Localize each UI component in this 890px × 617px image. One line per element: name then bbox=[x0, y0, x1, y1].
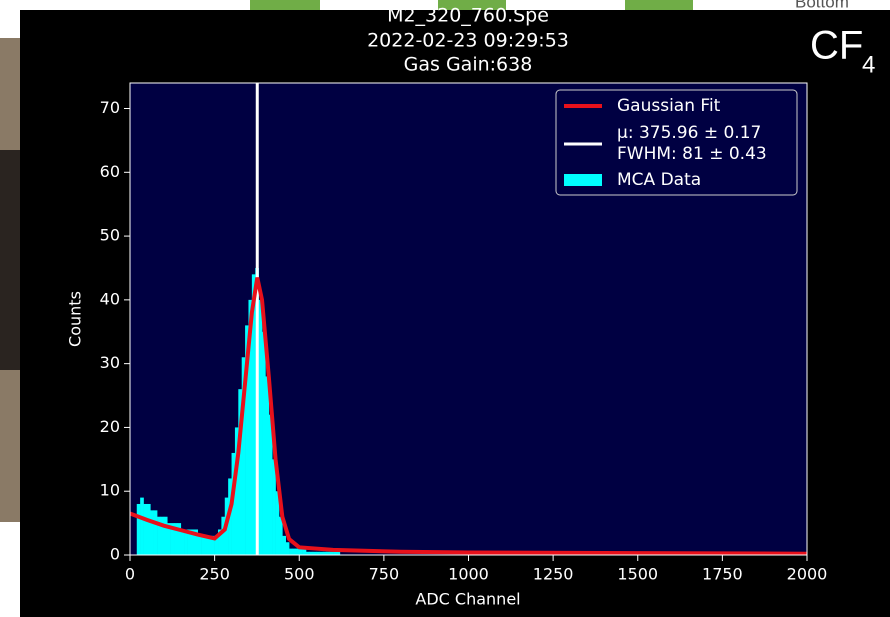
bar bbox=[146, 503, 151, 555]
bar bbox=[204, 535, 209, 555]
bar bbox=[285, 542, 290, 555]
bar bbox=[143, 503, 148, 555]
bar bbox=[329, 551, 334, 555]
y-tick-label: 0 bbox=[110, 545, 120, 564]
bar bbox=[302, 548, 307, 555]
bar bbox=[201, 535, 205, 555]
x-tick-label: 750 bbox=[369, 565, 400, 584]
bar bbox=[275, 491, 280, 555]
chart-title: 2022-02-23 09:29:53 bbox=[367, 30, 569, 52]
bar bbox=[211, 535, 215, 555]
bar bbox=[309, 551, 314, 555]
bar bbox=[322, 551, 327, 555]
bar bbox=[299, 548, 303, 555]
x-tick-label: 500 bbox=[284, 565, 315, 584]
bar bbox=[221, 516, 226, 555]
slide-text: Bottom bbox=[795, 0, 849, 11]
bar bbox=[153, 510, 158, 555]
annotation: CF bbox=[810, 24, 863, 68]
x-tick-label: 2000 bbox=[787, 565, 828, 584]
bar bbox=[245, 325, 249, 555]
legend-label: MCA Data bbox=[617, 170, 701, 190]
bar bbox=[177, 523, 182, 555]
bar bbox=[282, 535, 287, 555]
bar bbox=[197, 535, 202, 555]
y-tick-label: 30 bbox=[100, 353, 120, 372]
bar bbox=[265, 376, 270, 555]
green-box bbox=[250, 0, 320, 12]
bar bbox=[157, 516, 161, 555]
y-tick-label: 40 bbox=[100, 289, 120, 308]
y-tick-label: 20 bbox=[100, 417, 120, 436]
bar bbox=[218, 529, 222, 555]
bar bbox=[316, 551, 320, 555]
x-tick-label: 250 bbox=[199, 565, 230, 584]
bar bbox=[289, 548, 293, 555]
bar bbox=[150, 510, 154, 555]
bar bbox=[278, 516, 283, 555]
green-box bbox=[438, 0, 506, 12]
bar bbox=[292, 548, 297, 555]
bar bbox=[207, 535, 212, 555]
bar bbox=[319, 551, 324, 555]
legend-label: FWHM: 81 ± 0.43 bbox=[617, 144, 767, 164]
green-box bbox=[625, 0, 693, 12]
x-tick-label: 1000 bbox=[448, 565, 489, 584]
bar bbox=[241, 357, 246, 555]
bar bbox=[238, 389, 243, 555]
bar bbox=[184, 529, 188, 555]
legend-label: μ: 375.96 ± 0.17 bbox=[617, 123, 761, 143]
bar bbox=[214, 535, 219, 555]
photo-shadow bbox=[0, 150, 22, 370]
bar bbox=[163, 516, 168, 555]
legend-label: Gaussian Fit bbox=[617, 96, 721, 116]
legend-box bbox=[555, 89, 798, 196]
bar bbox=[180, 529, 185, 555]
bar bbox=[251, 274, 256, 555]
bar bbox=[194, 529, 198, 555]
bar bbox=[170, 523, 175, 555]
bar bbox=[272, 459, 276, 555]
bar bbox=[167, 523, 171, 555]
bar bbox=[187, 529, 192, 555]
x-axis-label: ADC Channel bbox=[415, 590, 520, 609]
bar bbox=[306, 551, 310, 555]
legend-swatch bbox=[564, 174, 602, 186]
bar bbox=[326, 551, 331, 555]
bar bbox=[234, 427, 239, 555]
y-tick-label: 50 bbox=[100, 226, 120, 245]
x-tick-label: 1500 bbox=[617, 565, 658, 584]
annotation-subscript: 4 bbox=[862, 51, 875, 78]
y-tick-label: 60 bbox=[100, 162, 120, 181]
plot: 0 250 500 750 1000 1250 1500 1750 2000 0 10 20 30 40 5… bbox=[100, 82, 828, 584]
bar bbox=[336, 551, 341, 555]
bar bbox=[140, 497, 144, 555]
y-axis-label: Counts bbox=[66, 291, 85, 347]
chart-title: M2_320_760.Spe bbox=[387, 5, 549, 27]
bar bbox=[268, 414, 273, 555]
chart-title: Gas Gain:638 bbox=[404, 54, 533, 76]
x-tick-label: 1250 bbox=[533, 565, 574, 584]
fit-line bbox=[130, 277, 807, 555]
x-tick-label: 0 bbox=[125, 565, 135, 584]
bar bbox=[190, 529, 195, 555]
y-tick-label: 70 bbox=[100, 98, 120, 117]
bar bbox=[312, 551, 317, 555]
bar bbox=[333, 551, 337, 555]
bar bbox=[174, 523, 178, 555]
bar bbox=[160, 516, 165, 555]
bar bbox=[262, 331, 266, 555]
bar bbox=[295, 548, 300, 555]
bar bbox=[258, 299, 263, 555]
y-tick-label: 10 bbox=[100, 481, 120, 500]
bar bbox=[136, 503, 141, 555]
bar bbox=[248, 299, 253, 555]
x-tick-label: 1750 bbox=[702, 565, 743, 584]
